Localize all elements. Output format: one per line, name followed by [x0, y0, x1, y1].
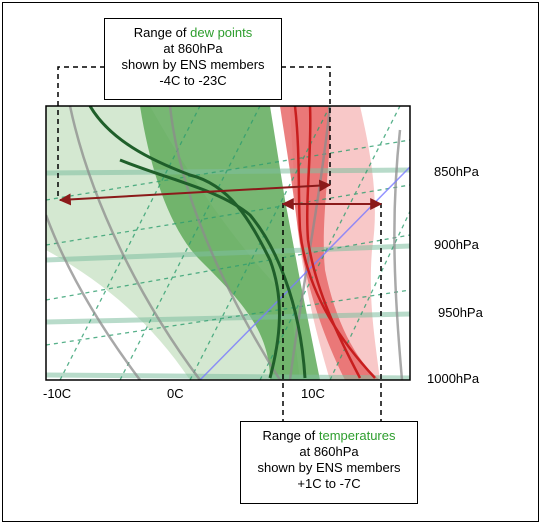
temperature-callout-line1: Range of temperatures — [241, 428, 417, 444]
dewpoint-callout-line3: shown by ENS members — [121, 57, 265, 72]
temperature-envelope-medium — [280, 106, 380, 380]
dewpoint-callout-line2: at 860hPa — [163, 41, 223, 56]
plot-frame — [45, 105, 411, 381]
temperature-callout-prefix: Range of — [262, 428, 319, 443]
pressure-label-850: 850hPa — [432, 164, 481, 179]
dewpoint-callout-line1: Range of dew points — [105, 25, 281, 41]
pressure-label-950: 950hPa — [436, 305, 485, 320]
temperature-traces — [293, 106, 376, 379]
dewpoint-callout-prefix: Range of — [133, 25, 191, 40]
temperature-callout-line2: at 860hPa — [299, 444, 359, 459]
plot-area — [46, 106, 410, 380]
temp-tick-10: 10C — [300, 386, 326, 401]
dewpoint-callout: Range of dew points at 860hPa shown by E… — [104, 18, 282, 100]
temperature-callout: Range of temperatures at 860hPa shown by… — [240, 421, 418, 504]
pressure-label-1000: 1000hPa — [425, 371, 482, 386]
temp-tick-0: 0C — [166, 386, 185, 401]
dew-callout-connectors — [57, 66, 331, 200]
temperature-callout-line3: shown by ENS members — [257, 460, 401, 475]
temp-tick-minus10: -10C — [42, 386, 73, 401]
pressure-label-900: 900hPa — [432, 237, 481, 252]
temp-callout-connectors — [282, 203, 382, 423]
isotherm-line — [199, 165, 410, 380]
dewpoint-range-arrow — [58, 179, 332, 206]
temperature-callout-highlight: temperatures — [318, 428, 396, 443]
isobar-lines — [46, 167, 410, 380]
figure-border — [2, 2, 539, 522]
temperature-callout-line4: +1C to -7C — [297, 476, 361, 491]
dewpoint-traces — [88, 106, 307, 379]
dewpoint-callout-line4: -4C to -23C — [159, 73, 227, 88]
dewpoint-callout-highlight: dew points — [190, 25, 253, 40]
